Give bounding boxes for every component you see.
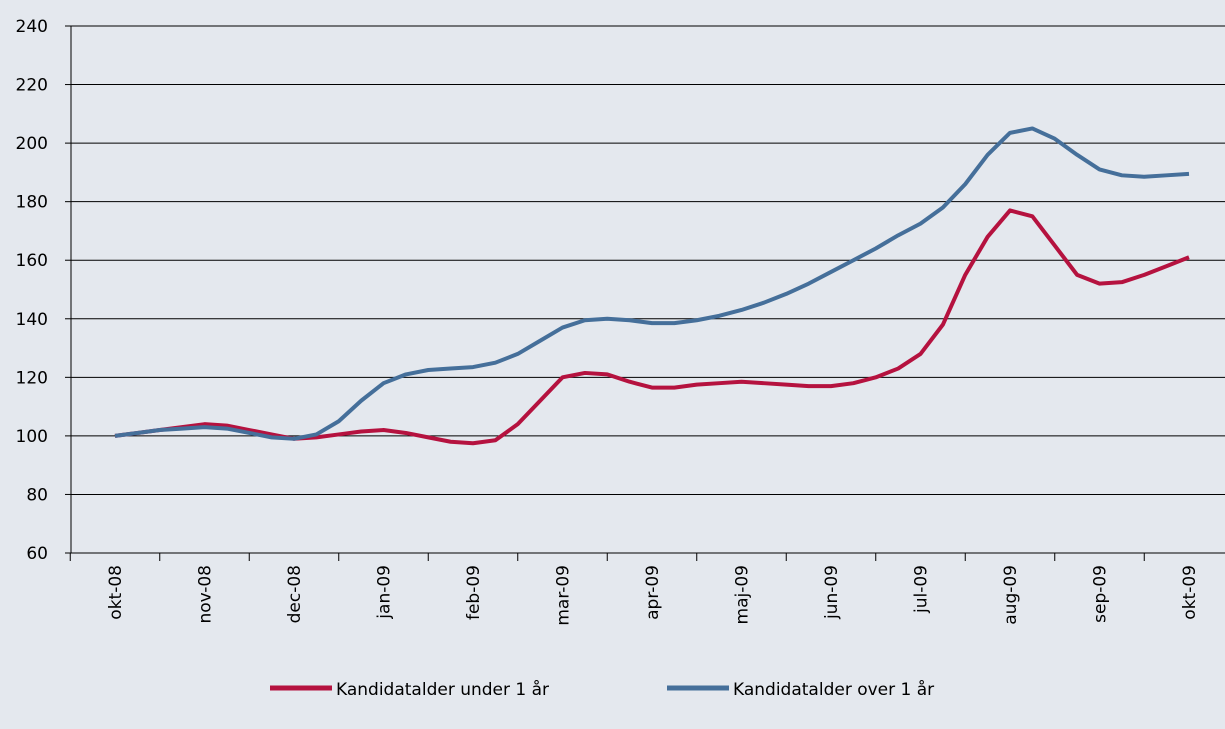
y-tick-label: 160 xyxy=(16,251,48,271)
y-tick-label: 240 xyxy=(16,17,48,37)
x-tick-label: maj-09 xyxy=(733,565,753,624)
x-tick-label: aug-09 xyxy=(1001,565,1021,625)
x-tick-label: okt-08 xyxy=(106,565,126,620)
x-tick-label: okt-09 xyxy=(1180,565,1200,620)
x-tick-label: feb-09 xyxy=(464,565,484,620)
y-tick-label: 140 xyxy=(16,310,48,330)
x-tick-label: mar-09 xyxy=(554,565,574,626)
y-tick-label: 80 xyxy=(26,485,48,505)
legend-label: Kandidatalder under 1 år xyxy=(336,679,549,700)
y-tick-label: 60 xyxy=(26,544,48,564)
legend-label: Kandidatalder over 1 år xyxy=(733,679,934,700)
x-tick-label: apr-09 xyxy=(643,565,663,620)
x-tick-label: sep-09 xyxy=(1091,565,1111,623)
y-tick-label: 220 xyxy=(16,76,48,96)
x-tick-label: jun-09 xyxy=(822,565,842,620)
y-tick-label: 100 xyxy=(16,427,48,447)
y-tick-label: 200 xyxy=(16,134,48,154)
y-tick-label: 120 xyxy=(16,368,48,388)
y-tick-label: 180 xyxy=(16,193,48,213)
x-tick-label: nov-08 xyxy=(196,565,216,624)
x-tick-label: jul-09 xyxy=(912,565,932,614)
line-series xyxy=(114,208,1190,446)
line-series xyxy=(114,126,1190,441)
x-tick-label: dec-08 xyxy=(285,565,305,623)
x-tick-label: jan-09 xyxy=(375,565,395,620)
